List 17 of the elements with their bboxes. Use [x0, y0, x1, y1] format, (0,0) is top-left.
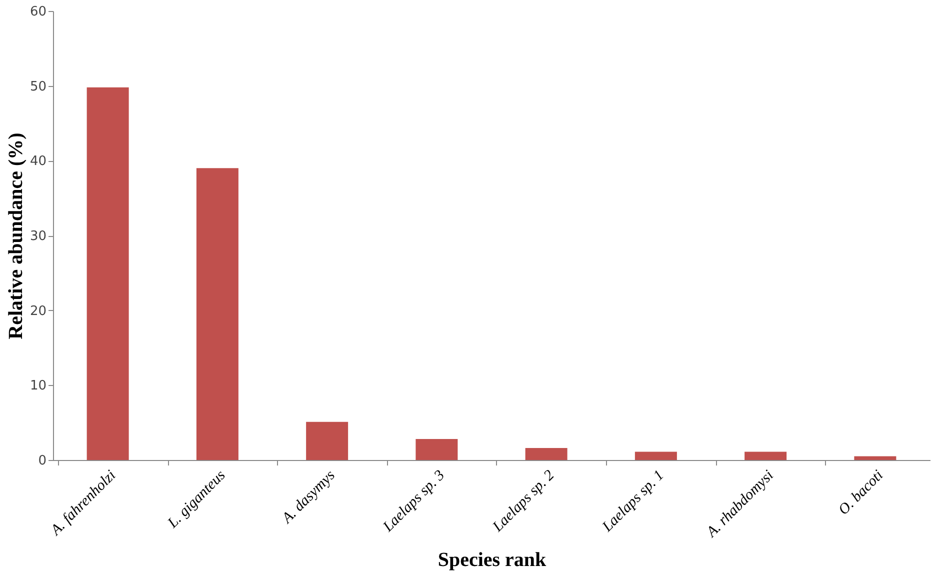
y-tick-label: 50 — [30, 79, 46, 94]
bar — [416, 439, 458, 460]
bar — [196, 168, 238, 460]
bar — [634, 452, 677, 460]
y-tick-label: 10 — [30, 378, 46, 394]
bar — [744, 452, 787, 460]
bar — [854, 456, 896, 460]
x-axis-title: Species rank — [438, 548, 548, 571]
y-tick-label: 30 — [30, 229, 46, 244]
bar — [306, 422, 348, 460]
y-axis-title: Relative abundance (%) — [4, 132, 27, 340]
y-tick-label: 60 — [30, 4, 46, 20]
y-tick-label: 40 — [30, 154, 46, 170]
y-tick-label: 20 — [30, 304, 46, 319]
y-tick-label: 0 — [38, 454, 46, 468]
bar — [525, 448, 568, 460]
bar — [86, 87, 129, 460]
